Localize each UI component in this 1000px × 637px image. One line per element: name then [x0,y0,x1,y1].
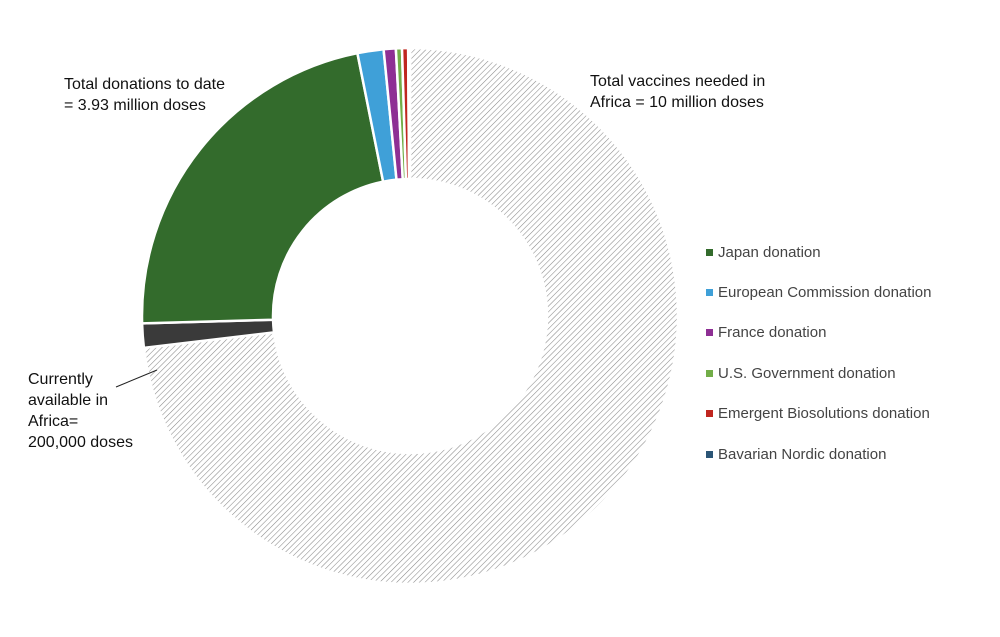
legend-label-france: France donation [718,324,827,342]
legend-swatch-european-commission [706,289,713,297]
annotation-total-needed-line-1: Total vaccines needed in [590,73,766,90]
legend-label-bavarian-nordic: Bavarian Nordic donation [718,445,887,463]
annotation-currently-available-line-2: available in [28,392,109,409]
chart-legend: Japan donation European Commission donat… [706,232,931,474]
donut-slices [140,46,680,586]
annotation-currently-available-line-4: 200,000 doses [28,434,133,451]
annotation-currently-available: Currently available in Africa= 200,000 d… [28,369,133,453]
legend-label-japan: Japan donation [718,243,821,261]
legend-label-european-commission: European Commission donation [718,284,932,302]
legend-swatch-japan [706,248,713,256]
annotation-currently-available-line-1: Currently [28,371,93,388]
legend-swatch-emergent-biosolutions [706,410,713,418]
annotation-total-needed-line-2: Africa = 10 million doses [590,94,764,111]
legend-swatch-bavarian-nordic [706,450,713,458]
legend-swatch-france [706,329,713,337]
legend-item-european-commission: European Commission donation [706,272,931,312]
available-leader-line [115,369,158,388]
legend-item-bavarian-nordic: Bavarian Nordic donation [706,434,931,474]
legend-label-us-government: U.S. Government donation [718,364,896,382]
slice-need [142,46,680,586]
annotation-total-donations-line-2: = 3.93 million doses [64,97,206,114]
legend-item-japan: Japan donation [706,232,931,272]
legend-swatch-us-government [706,369,713,377]
annotation-total-needed: Total vaccines needed in Africa = 10 mil… [590,71,765,113]
annotation-total-donations-line-1: Total donations to date [64,76,226,93]
legend-item-emergent-biosolutions: Emergent Biosolutions donation [706,394,931,434]
slice-bav [406,46,412,181]
slice-japan [140,51,385,325]
legend-item-france: France donation [706,313,931,353]
annotation-currently-available-line-3: Africa= [28,413,79,430]
legend-item-us-government: U.S. Government donation [706,353,931,393]
legend-label-emergent-biosolutions: Emergent Biosolutions donation [718,405,930,423]
annotation-total-donations: Total donations to date = 3.93 million d… [64,74,225,116]
